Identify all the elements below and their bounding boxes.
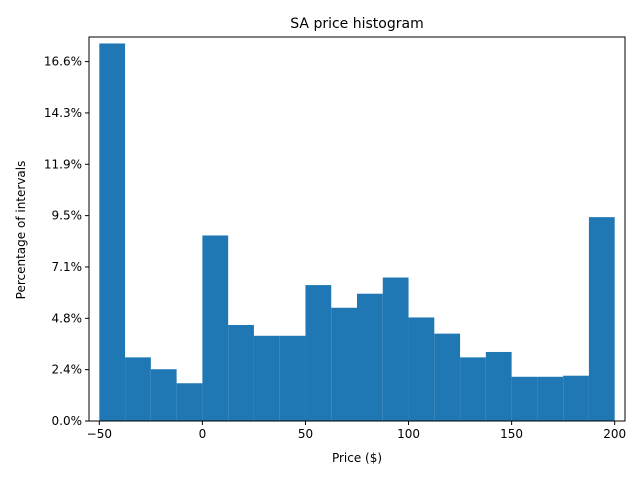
histogram-bar xyxy=(253,335,280,421)
x-axis-ticks: −50 0 50 100 150 200 xyxy=(87,421,626,441)
x-axis-label: Price ($) xyxy=(332,451,382,465)
histogram-bar xyxy=(382,277,409,421)
y-tick-label: 2.4% xyxy=(52,363,83,377)
histogram-bar xyxy=(228,325,254,421)
histogram-bar xyxy=(99,43,126,421)
histogram-bar xyxy=(563,375,589,421)
y-tick-label: 7.1% xyxy=(52,260,83,274)
y-axis-label: Percentage of intervals xyxy=(14,161,28,300)
y-tick-label: 11.9% xyxy=(44,157,82,171)
y-tick-label: 0.0% xyxy=(52,414,83,428)
x-tick-label: 150 xyxy=(500,427,523,441)
histogram-bar xyxy=(485,351,512,421)
histogram-bar xyxy=(434,333,461,421)
histogram-bar xyxy=(125,357,151,421)
histogram-bar xyxy=(588,217,615,421)
y-tick-label: 14.3% xyxy=(44,106,82,120)
chart-title: SA price histogram xyxy=(290,16,423,32)
x-tick-label: −50 xyxy=(87,427,112,441)
histogram-bar xyxy=(511,376,538,421)
x-tick-label: 50 xyxy=(298,427,313,441)
histogram-bar xyxy=(408,317,435,421)
histogram-bar xyxy=(150,369,177,421)
bars-group xyxy=(99,43,615,421)
histogram-bar xyxy=(331,307,357,421)
x-tick-label: 200 xyxy=(603,427,626,441)
x-tick-label: 0 xyxy=(199,427,207,441)
histogram-bar xyxy=(460,357,486,421)
x-tick-label: 100 xyxy=(397,427,420,441)
histogram-bar xyxy=(279,335,306,421)
y-tick-label: 16.6% xyxy=(44,55,82,69)
y-tick-label: 4.8% xyxy=(52,311,83,325)
histogram-bar xyxy=(357,293,383,421)
plot-frame xyxy=(88,36,626,422)
histogram-bar xyxy=(305,285,332,421)
y-tick-label: 9.5% xyxy=(52,209,83,223)
histogram-bar xyxy=(202,235,229,421)
histogram-bar xyxy=(537,376,564,421)
y-axis-ticks: 0.0% 2.4% 4.8% 7.1% 9.5% 11.9% 14.3% 16.6% xyxy=(44,55,89,428)
histogram-bar xyxy=(176,383,203,421)
